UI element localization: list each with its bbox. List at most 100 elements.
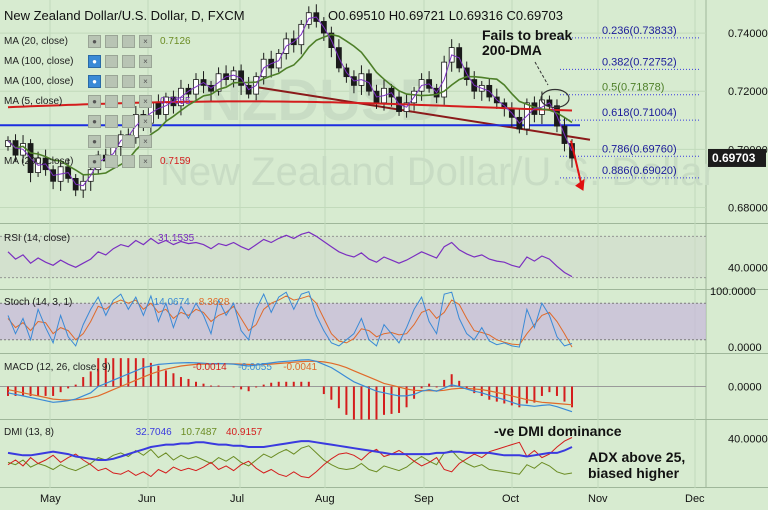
copy-icon[interactable]	[122, 114, 135, 128]
legend-label: MA (200, close)	[4, 155, 74, 167]
close-icon[interactable]: ×	[139, 134, 152, 148]
eye-icon[interactable]: ●	[88, 94, 101, 108]
close-icon[interactable]: ×	[139, 74, 152, 88]
stoch-band	[0, 303, 706, 340]
di-plus-line	[7, 445, 573, 475]
legend-value: 0.7126	[160, 35, 191, 47]
copy-icon[interactable]	[122, 74, 135, 88]
settings-icon[interactable]	[105, 74, 118, 88]
settings-icon[interactable]	[105, 54, 118, 68]
fails-annotation: 200-DMA	[482, 42, 542, 58]
ma20-line	[7, 33, 573, 176]
settings-icon[interactable]	[105, 114, 118, 128]
legend-row[interactable]: MA (5, close) ● × 0.7055	[4, 94, 191, 108]
dmi-label: DMI (13, 8)	[4, 427, 54, 438]
symbol-title: New Zealand Dollar/U.S. Dollar, D, FXCM	[4, 8, 245, 23]
x-tick-label: Oct	[502, 493, 519, 505]
down-arrow-head	[575, 178, 585, 191]
fib-level-label: 0.5(0.71878)	[602, 82, 664, 94]
fib-level-label: 0.236(0.73833)	[602, 25, 677, 37]
macd-label: -0.0041	[283, 362, 317, 373]
y-tick-label: 0.68000	[728, 202, 768, 214]
stoch-k-line	[7, 290, 573, 348]
stoch-label: Stoch (14, 3, 1)	[4, 297, 72, 308]
settings-icon[interactable]	[105, 134, 118, 148]
copy-icon[interactable]	[122, 94, 135, 108]
close-icon[interactable]: ×	[139, 114, 152, 128]
fib-level-label: 0.786(0.69760)	[602, 143, 677, 155]
eye-icon[interactable]: ●	[88, 154, 101, 168]
legend-row[interactable]: MA (100, close) ● ×	[4, 54, 152, 68]
macd-signal-line	[7, 360, 573, 406]
copy-icon[interactable]	[122, 54, 135, 68]
fails-annotation: Fails to break	[482, 27, 572, 43]
eye-icon[interactable]: ●	[88, 34, 101, 48]
x-tick-label: Sep	[414, 493, 434, 505]
close-icon[interactable]: ×	[139, 34, 152, 48]
adx-annotation: biased higher	[588, 465, 680, 481]
trendline-resistance	[254, 85, 591, 141]
legend-row[interactable]: MA (100, close) ● ×	[4, 74, 152, 88]
di-minus-line	[7, 437, 573, 479]
annotation-pointer	[534, 61, 549, 86]
legend-label: MA (5, close)	[4, 95, 63, 107]
copy-icon[interactable]	[122, 154, 135, 168]
legend-row[interactable]: ● ×	[4, 134, 152, 148]
rsi-label: RSI (14, close)	[4, 233, 70, 244]
legend-label: MA (100, close)	[4, 75, 74, 87]
y-tick-label: 0.72000	[728, 86, 768, 98]
close-icon[interactable]: ×	[139, 154, 152, 168]
rsi-tick: 40.0000	[728, 262, 768, 274]
legend-value: 0.7055	[160, 95, 191, 107]
settings-icon[interactable]	[105, 94, 118, 108]
x-tick-label: Nov	[588, 493, 608, 505]
copy-icon[interactable]	[122, 34, 135, 48]
legend-label: MA (100, close)	[4, 55, 74, 67]
eye-icon[interactable]: ●	[88, 54, 101, 68]
stoch-label: 14.0674	[154, 297, 191, 308]
legend-row[interactable]: MA (200, close) ● × 0.7159	[4, 154, 191, 168]
eye-icon[interactable]: ●	[88, 74, 101, 88]
stoch-tick: 0.0000	[728, 342, 762, 354]
fib-level-label: 0.886(0.69020)	[602, 165, 677, 177]
macd-line	[7, 359, 573, 413]
macd-label: -0.0014	[193, 362, 227, 373]
dmi-tick: 40.0000	[728, 434, 768, 446]
fib-level-label: 0.618(0.71004)	[602, 107, 677, 119]
macd-label: -0.0055	[238, 362, 272, 373]
price-badge-label: 0.69703	[712, 151, 756, 165]
legend-row[interactable]: ● ×	[4, 114, 152, 128]
x-tick-label: Jul	[230, 493, 244, 505]
x-tick-label: Aug	[315, 493, 335, 505]
settings-icon[interactable]	[105, 34, 118, 48]
dmi-label: 40.9157	[226, 427, 263, 438]
rsi-line	[7, 231, 573, 278]
legend-label: MA (20, close)	[4, 35, 68, 47]
dmi-label: 10.7487	[181, 427, 218, 438]
stoch-d-line	[7, 295, 573, 348]
dmi-label: 32.7046	[136, 427, 173, 438]
stoch-label: 8.3628	[199, 297, 230, 308]
price-badge	[708, 148, 766, 167]
adx-annotation: ADX above 25,	[588, 449, 685, 465]
watermark-logo-sub: New Zealand Dollar/U.S. Dollar	[160, 150, 716, 194]
x-tick-label: May	[40, 493, 61, 505]
copy-icon[interactable]	[122, 134, 135, 148]
ma5-line	[7, 16, 573, 187]
close-icon[interactable]: ×	[139, 94, 152, 108]
dmi-annotation: -ve DMI dominance	[494, 423, 622, 439]
ma200-line	[7, 100, 573, 112]
adx-line	[7, 440, 573, 461]
eye-icon[interactable]: ●	[88, 114, 101, 128]
fib-level-label: 0.382(0.72752)	[602, 56, 677, 68]
y-tick-label: 0.74000	[728, 28, 768, 40]
legend-value: 0.7159	[160, 155, 191, 167]
legend-row[interactable]: MA (20, close) ● × 0.7126	[4, 34, 191, 48]
macd-label: MACD (12, 26, close, 9)	[4, 362, 111, 373]
eye-icon[interactable]: ●	[88, 134, 101, 148]
rejection-circle	[540, 88, 570, 109]
close-icon[interactable]: ×	[139, 54, 152, 68]
settings-icon[interactable]	[105, 154, 118, 168]
